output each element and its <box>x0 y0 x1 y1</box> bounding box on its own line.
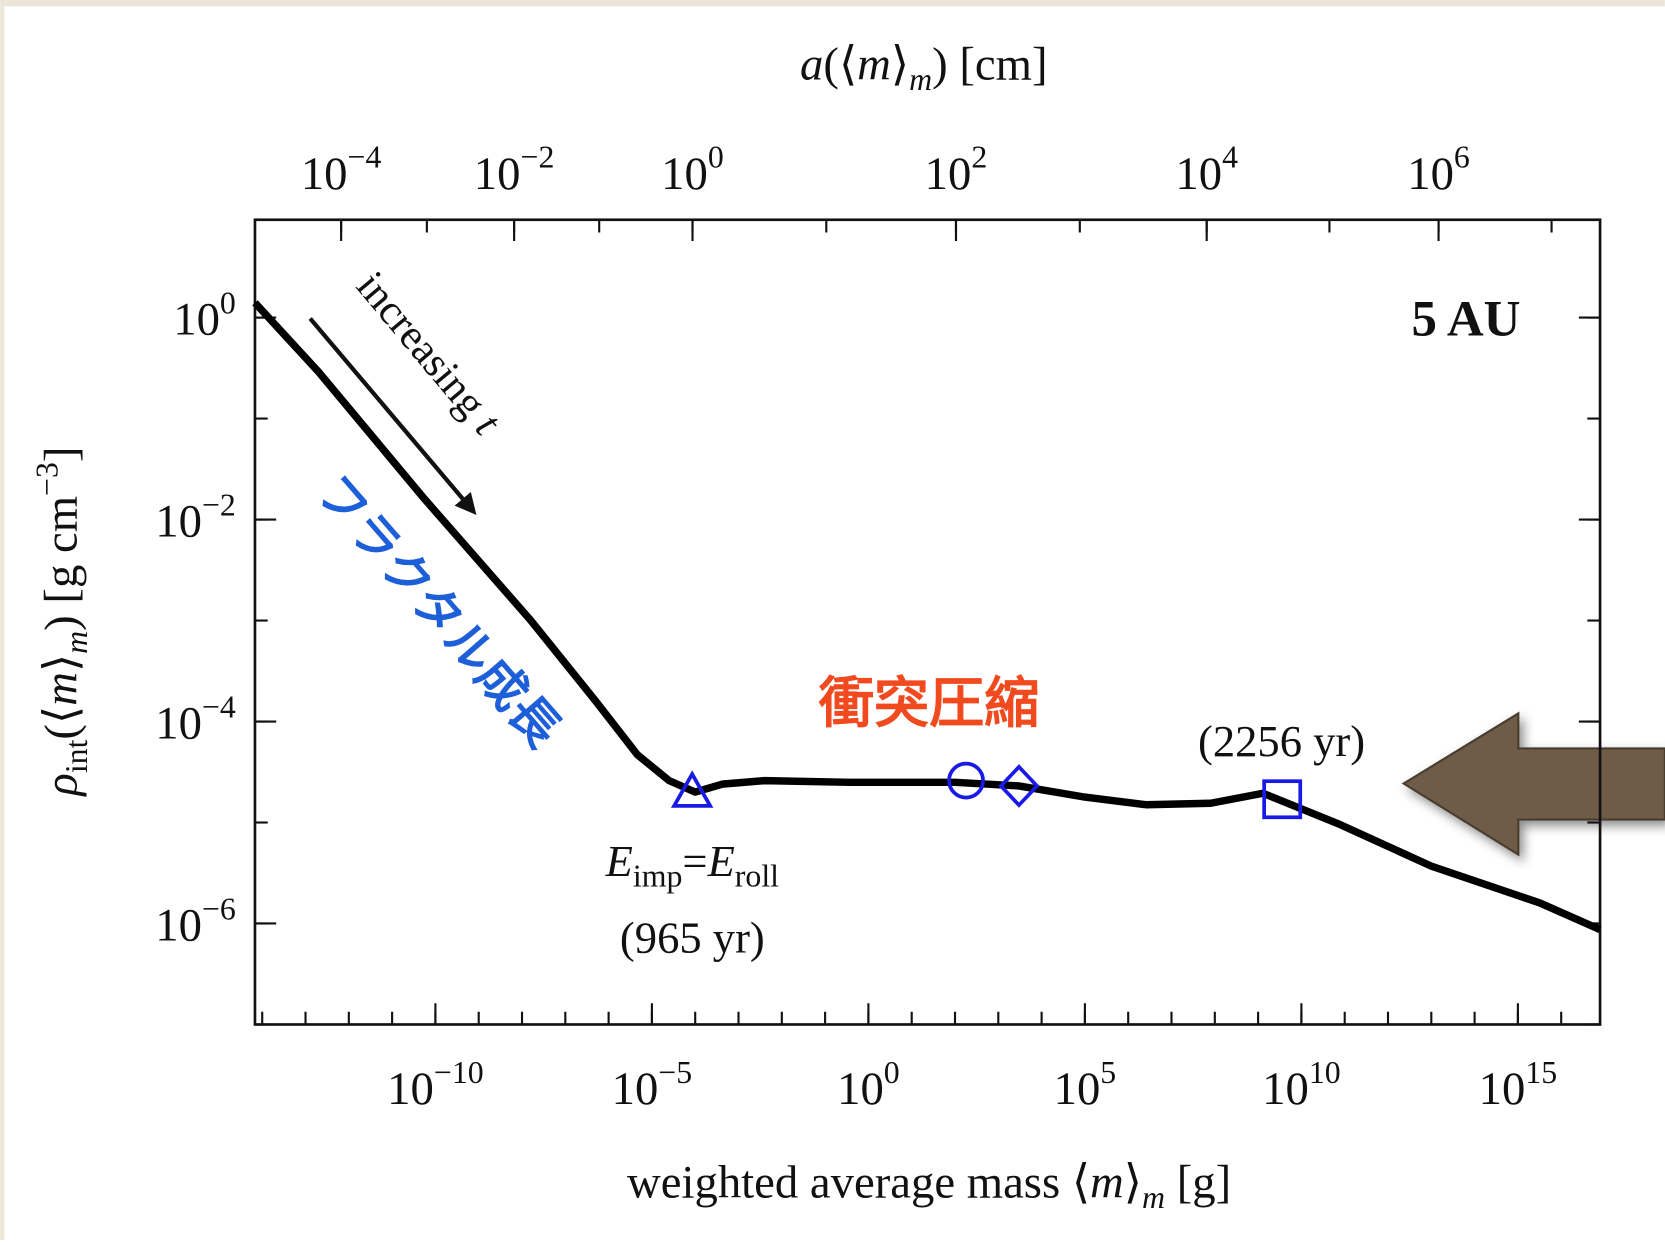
y-tick-label-exp: −2 <box>202 487 236 522</box>
circle-marker <box>947 761 985 800</box>
diamond-marker <box>998 764 1040 808</box>
x2-tick-label-exp: 0 <box>708 140 724 175</box>
x-tick-label-exp: 15 <box>1525 1055 1557 1090</box>
x-tick-label-base: 10 <box>837 1063 884 1115</box>
x-tick-label: 1010 <box>1262 1055 1341 1115</box>
y-tick-label-base: 10 <box>173 294 220 346</box>
top-strip <box>0 0 1665 7</box>
x2-tick-label-base: 10 <box>301 148 348 200</box>
x2-tick-label-base: 10 <box>661 148 708 200</box>
x2-tick-label-exp: 6 <box>1454 140 1470 175</box>
x2-tick-label: 102 <box>925 140 988 200</box>
pointer-arrow <box>1401 711 1665 857</box>
x-tick-label-exp: −5 <box>658 1055 692 1090</box>
y-tick-label: 10−2 <box>155 487 236 547</box>
x-tick-label: 10−5 <box>612 1055 693 1115</box>
x-tick-label-base: 10 <box>612 1063 659 1115</box>
x2-axis-title: a(⟨m⟩m) [cm] <box>800 39 1047 98</box>
x2-tick-label: 10−4 <box>301 140 382 200</box>
triangle-marker <box>670 770 714 808</box>
x-tick-label: 10−10 <box>387 1055 483 1115</box>
x-axis-title: weighted average mass ⟨m⟩m [g] <box>627 1157 1231 1216</box>
y-tick-label-exp: 0 <box>220 285 236 320</box>
density-curve <box>252 300 1602 933</box>
x2-tick-label: 10−2 <box>474 140 555 200</box>
y-tick-label-exp: −4 <box>202 689 236 724</box>
x-tick-label: 105 <box>1054 1055 1117 1115</box>
x2-tick-label: 100 <box>661 140 724 200</box>
panel-label: 5 AU <box>1411 291 1520 347</box>
x-tick-label-exp: 0 <box>884 1055 900 1090</box>
triangle-time: (965 yr) <box>620 912 765 962</box>
x-tick-label-base: 10 <box>1262 1063 1309 1115</box>
x2-tick-label-base: 10 <box>474 148 521 200</box>
x-tick-label: 100 <box>837 1055 900 1115</box>
y-tick-label-base: 10 <box>155 899 202 951</box>
y-tick-label: 100 <box>173 285 236 345</box>
x-tick-label: 1015 <box>1479 1055 1558 1115</box>
fractal-label: フラクタル成長 <box>305 464 571 758</box>
y-tick-label-exp: −6 <box>202 891 236 926</box>
y-tick-label-base: 10 <box>155 698 202 750</box>
x2-tick-label-exp: −4 <box>348 140 382 175</box>
square-marker <box>1262 779 1303 820</box>
x2-tick-label-base: 10 <box>1175 148 1222 200</box>
arrow-text: increasing t <box>347 263 510 445</box>
x-tick-label-base: 10 <box>387 1063 434 1115</box>
condition-label: Eimp=Eroll <box>605 836 779 894</box>
x2-tick-label-exp: −2 <box>521 140 555 175</box>
y-axis-title: ρint(⟨m⟩m) [g cm−3] <box>30 447 95 798</box>
time-arrow <box>308 317 477 515</box>
left-strip <box>0 0 5 1240</box>
plot-frame <box>253 218 1602 1026</box>
x-tick-label-base: 10 <box>1479 1063 1526 1115</box>
y-tick-label: 10−4 <box>155 689 236 749</box>
y-tick-label-base: 10 <box>155 496 202 548</box>
x-tick-label-exp: 10 <box>1309 1055 1341 1090</box>
x2-tick-label-base: 10 <box>925 148 972 200</box>
square-time: (2256 yr) <box>1198 716 1365 766</box>
x-tick-label-exp: −10 <box>434 1055 484 1090</box>
x2-tick-label: 106 <box>1407 140 1470 200</box>
x2-tick-label: 104 <box>1175 140 1238 200</box>
x2-tick-label-base: 10 <box>1407 148 1454 200</box>
x2-tick-label-exp: 2 <box>971 140 987 175</box>
x2-tick-label-exp: 4 <box>1222 140 1238 175</box>
x-tick-label-base: 10 <box>1054 1063 1101 1115</box>
x-tick-label-exp: 5 <box>1100 1055 1116 1090</box>
y-tick-label: 10−6 <box>155 891 236 951</box>
compression-label: 衝突圧縮 <box>818 672 1040 736</box>
